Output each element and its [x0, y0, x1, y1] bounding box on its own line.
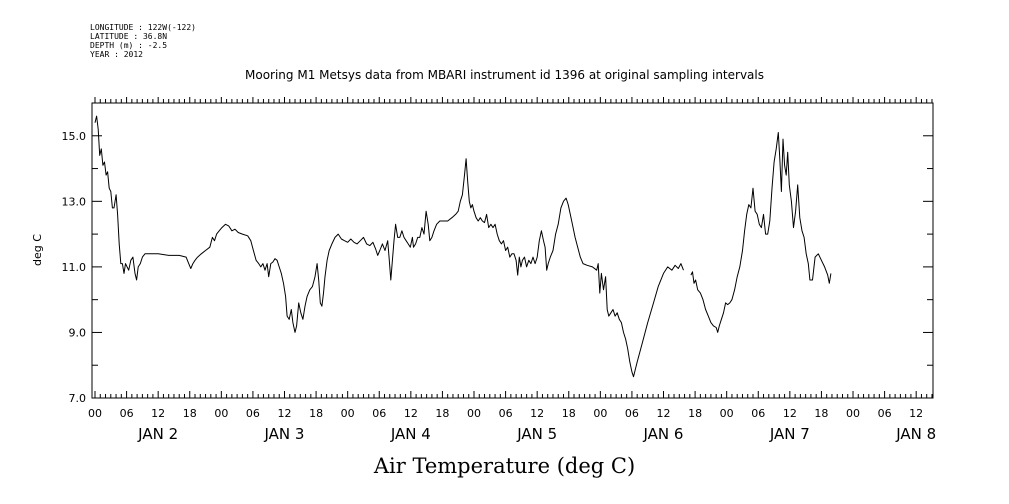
x-day-label: JAN 3 — [264, 425, 305, 443]
x-tick-label: 12 — [151, 407, 165, 420]
x-tick-label: 06 — [246, 407, 260, 420]
x-tick-label: 06 — [878, 407, 892, 420]
y-tick-label: 13.0 — [62, 195, 87, 208]
x-tick-label: 18 — [183, 407, 197, 420]
x-tick-label: 06 — [120, 407, 134, 420]
x-day-label: JAN 5 — [516, 425, 557, 443]
x-tick-label: 12 — [530, 407, 544, 420]
x-day-label: JAN 8 — [895, 425, 936, 443]
x-tick-label: 00 — [593, 407, 607, 420]
data-series — [94, 115, 832, 378]
x-day-label: JAN 4 — [390, 425, 431, 443]
y-tick-label: 9.0 — [69, 326, 87, 339]
year-label: YEAR : 2012 — [90, 50, 143, 59]
y-tick-label: 7.0 — [69, 392, 87, 405]
x-day-label: JAN 7 — [769, 425, 810, 443]
x-day-label: JAN 6 — [643, 425, 684, 443]
plot-frame — [91, 102, 934, 399]
x-day-label: JAN 2 — [137, 425, 178, 443]
x-tick-label: 12 — [278, 407, 292, 420]
x-tick-label: 12 — [783, 407, 797, 420]
x-tick-label: 18 — [688, 407, 702, 420]
x-axis: 00 06 12 18 00 06 12 18 00 06 12 18 00 06 12 18 00 06 12 18… — [88, 97, 936, 443]
x-tick-label: 06 — [499, 407, 513, 420]
x-tick-label: 18 — [562, 407, 576, 420]
depth-label: DEPTH (m) : -2.5 — [90, 41, 168, 50]
y-axis: 7.0 9.0 11.0 13.0 15.0 — [62, 102, 933, 405]
x-tick-label: 00 — [88, 407, 102, 420]
longitude-label: LONGITUDE : 122W(-122) — [90, 23, 196, 32]
x-tick-label: 06 — [625, 407, 639, 420]
y-tick-label: 11.0 — [62, 261, 87, 274]
x-tick-label: 12 — [404, 407, 418, 420]
x-tick-label: 06 — [751, 407, 765, 420]
y-axis-label: deg C — [31, 234, 44, 266]
chart-title: Mooring M1 Metsys data from MBARI instru… — [245, 68, 764, 82]
x-tick-label: 00 — [720, 407, 734, 420]
x-tick-label: 00 — [467, 407, 481, 420]
series-line — [94, 115, 684, 378]
x-tick-label: 12 — [657, 407, 671, 420]
x-tick-label: 18 — [814, 407, 828, 420]
x-tick-label: 12 — [909, 407, 923, 420]
x-tick-label: 18 — [435, 407, 449, 420]
x-tick-label: 00 — [846, 407, 860, 420]
x-tick-label: 06 — [372, 407, 386, 420]
latitude-label: LATITUDE : 36.8N — [90, 32, 168, 41]
x-tick-label: 18 — [309, 407, 323, 420]
x-tick-label: 00 — [214, 407, 228, 420]
x-tick-label: 00 — [341, 407, 355, 420]
y-tick-label: 15.0 — [62, 130, 87, 143]
x-axis-title: Air Temperature (deg C) — [373, 454, 636, 478]
series-line — [690, 132, 832, 333]
